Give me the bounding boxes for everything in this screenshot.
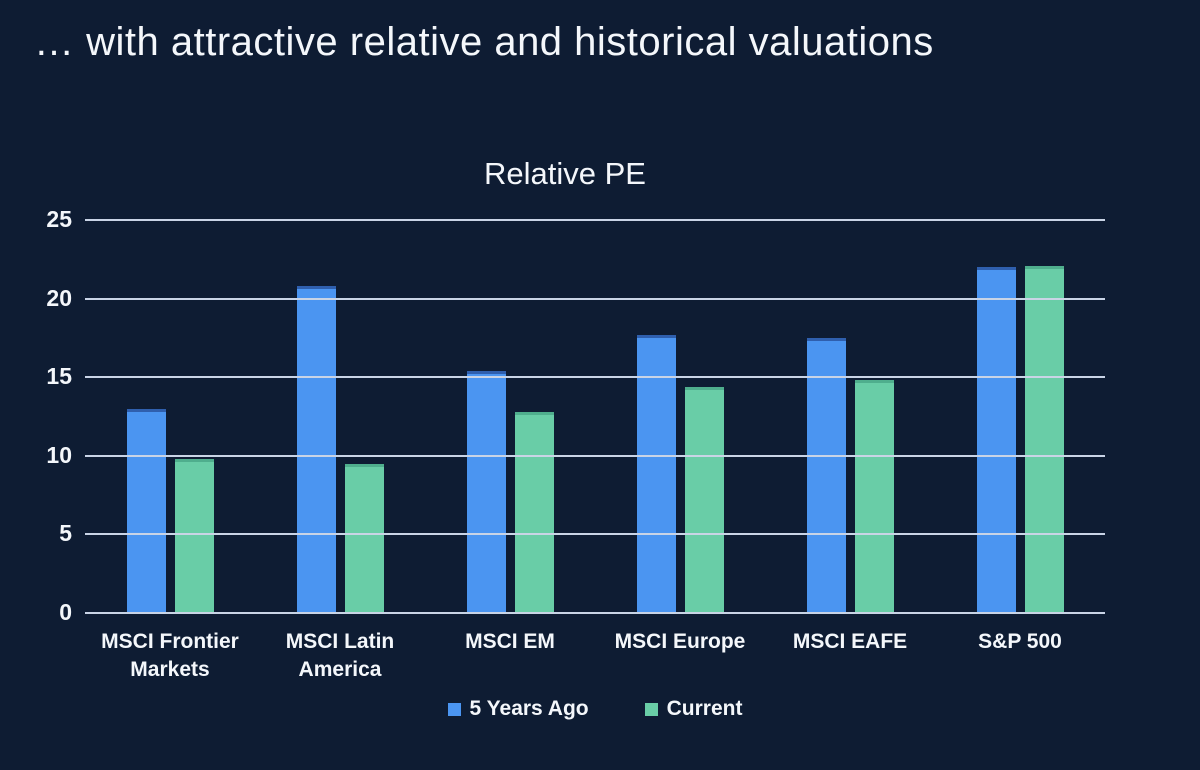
x-axis: MSCI Frontier Markets MSCI Latin America M… [85, 628, 1105, 685]
bar-group-msci-em [425, 220, 595, 613]
bar-5-years-ago-msci-eafe [806, 337, 846, 613]
plot-area [85, 219, 1105, 614]
bar-5-years-ago-msci-em [466, 370, 506, 613]
gridline-15 [85, 376, 1105, 379]
legend-item-5-years-ago: 5 Years Ago [447, 697, 589, 721]
x-axis-label-msci-europe: MSCI Europe [614, 630, 746, 653]
bar-group-msci-eafe [765, 220, 935, 613]
x-axis-label-msci-em: MSCI EM [465, 630, 555, 653]
y-axis-label-25: 25 [46, 205, 72, 232]
bar-group-s-p-500 [935, 220, 1105, 613]
gridline-5 [85, 533, 1105, 536]
bar-5-years-ago-msci-latin-america [296, 286, 336, 613]
bar-series-container [85, 220, 1105, 613]
bar-5-years-ago-s-p-500 [976, 267, 1016, 613]
bar-current-msci-frontier-markets [174, 458, 214, 613]
bar-5-years-ago-msci-frontier-markets [126, 408, 166, 613]
gridline-0 [85, 612, 1105, 614]
bar-current-msci-latin-america [344, 463, 384, 613]
bar-group-msci-europe [595, 220, 765, 613]
legend-label: Current [666, 697, 743, 720]
bar-current-s-p-500 [1024, 265, 1064, 613]
bar-current-msci-em [514, 411, 554, 613]
y-axis-label-15: 15 [46, 363, 72, 390]
slide-title: … with attractive relative and historica… [34, 20, 934, 64]
gridline-20 [85, 297, 1105, 300]
gridline-25 [85, 219, 1105, 221]
y-axis-label-0: 0 [59, 598, 72, 625]
legend-item-current: Current [644, 697, 743, 721]
x-axis-label-msci-frontier-markets: MSCI Frontier Markets [101, 630, 239, 682]
x-axis-label-msci-latin-america: MSCI Latin America [285, 630, 395, 682]
y-axis-label-20: 20 [46, 284, 72, 311]
bar-5-years-ago-msci-europe [636, 334, 676, 613]
gridline-10 [85, 454, 1105, 457]
legend-swatch-icon [447, 702, 461, 716]
x-axis-label-msci-eafe: MSCI EAFE [792, 630, 908, 653]
legend-label: 5 Years Ago [469, 697, 589, 720]
y-axis-label-10: 10 [46, 441, 72, 468]
x-axis-label-s-p-500: S&P 500 [978, 630, 1062, 653]
y-axis-label-5: 5 [59, 520, 72, 547]
bar-current-msci-eafe [854, 380, 894, 613]
bar-group-msci-latin-america [255, 220, 425, 613]
bar-group-msci-frontier-markets [85, 220, 255, 613]
legend: 5 Years Ago Current [85, 697, 1105, 721]
chart-title: Relative PE [484, 156, 646, 191]
legend-swatch-icon [644, 702, 658, 716]
bar-current-msci-europe [684, 386, 724, 613]
